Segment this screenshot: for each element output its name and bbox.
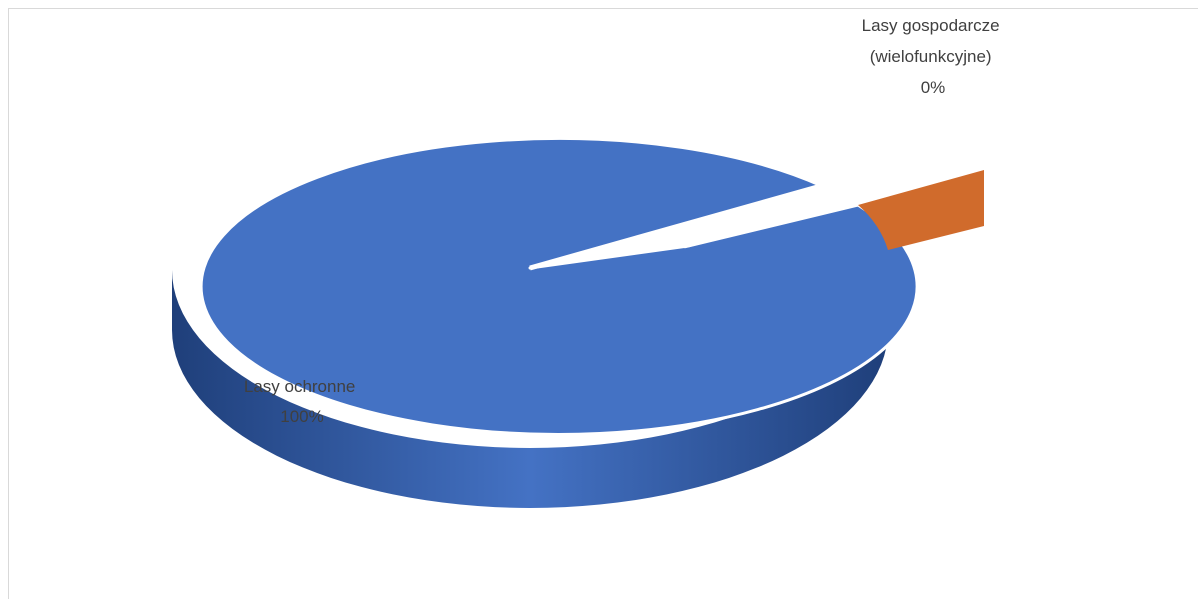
- slice-lasy-ochronne: [199, 136, 919, 436]
- slice-lasy-gospodarcze: [858, 170, 984, 250]
- slice-side-lasy-ochronne: [172, 270, 888, 508]
- slice-separator: [683, 197, 859, 249]
- chart-frame: [8, 8, 1198, 599]
- data-label-lasy-ochronne: Lasy ochronne 100%: [244, 377, 360, 426]
- slice-separator: [529, 181, 829, 271]
- data-label-lasy-gospodarcze: Lasy gospodarcze (wielofunkcyjne) 0%: [862, 16, 1005, 97]
